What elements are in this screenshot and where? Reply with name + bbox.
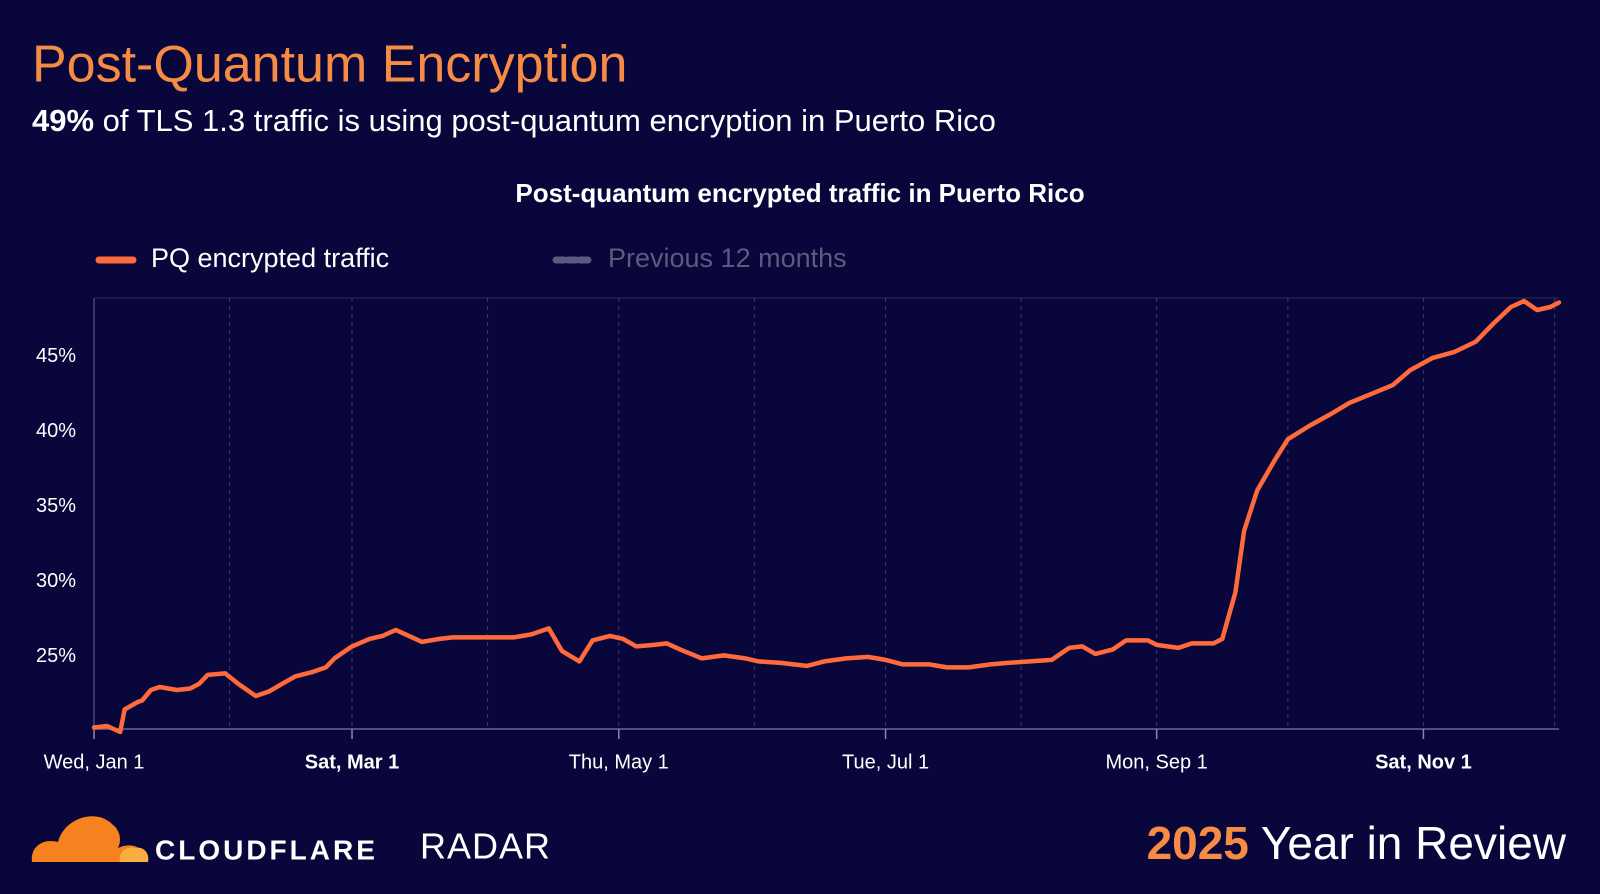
subtitle-highlight: 49% bbox=[32, 103, 94, 138]
x-tick-label: Wed, Jan 1 bbox=[44, 751, 145, 773]
x-tick-label: Sat, Mar 1 bbox=[305, 751, 399, 773]
legend-label: Previous 12 months bbox=[608, 243, 847, 273]
page-title: Post-Quantum Encryption bbox=[32, 36, 627, 94]
logo bbox=[31, 816, 149, 862]
subtitle: 49% of TLS 1.3 traffic is using post-qua… bbox=[32, 103, 996, 138]
y-tick-label: 30% bbox=[36, 570, 76, 592]
brand: CLOUDFLARE bbox=[155, 834, 378, 865]
y-tick-label: 35% bbox=[36, 495, 76, 517]
y-tick-label: 25% bbox=[36, 645, 76, 667]
y-tick-label: 40% bbox=[36, 420, 76, 442]
logo-cloud-small bbox=[119, 847, 149, 862]
footer-year: 2025 bbox=[1147, 817, 1249, 869]
line-series bbox=[91, 298, 1562, 735]
logo-cloud bbox=[31, 816, 147, 862]
product: RADAR bbox=[420, 826, 551, 867]
y-tick-label: 45% bbox=[36, 345, 76, 367]
legend: PQ encrypted traffic Previous 12 months bbox=[95, 243, 847, 273]
footer-tagline-text: Year in Review bbox=[1261, 817, 1567, 869]
chart-title: Post-quantum encrypted traffic in Puerto… bbox=[515, 178, 1084, 208]
x-tick-label: Thu, May 1 bbox=[569, 751, 669, 773]
subtitle-text: of TLS 1.3 traffic is using post-quantum… bbox=[103, 103, 996, 138]
x-tick-label: Mon, Sep 1 bbox=[1106, 751, 1208, 773]
plot-area: Wed, Jan 1 Sat, Mar 1 Thu, May 1 Tue, Jul 1… bbox=[36, 297, 1562, 773]
x-tick-label: Sat, Nov 1 bbox=[1375, 751, 1472, 773]
footer-tagline: 2025 Year in Review bbox=[1147, 817, 1567, 869]
legend-label: PQ encrypted traffic bbox=[151, 243, 389, 273]
x-tick-label: Tue, Jul 1 bbox=[842, 751, 929, 773]
